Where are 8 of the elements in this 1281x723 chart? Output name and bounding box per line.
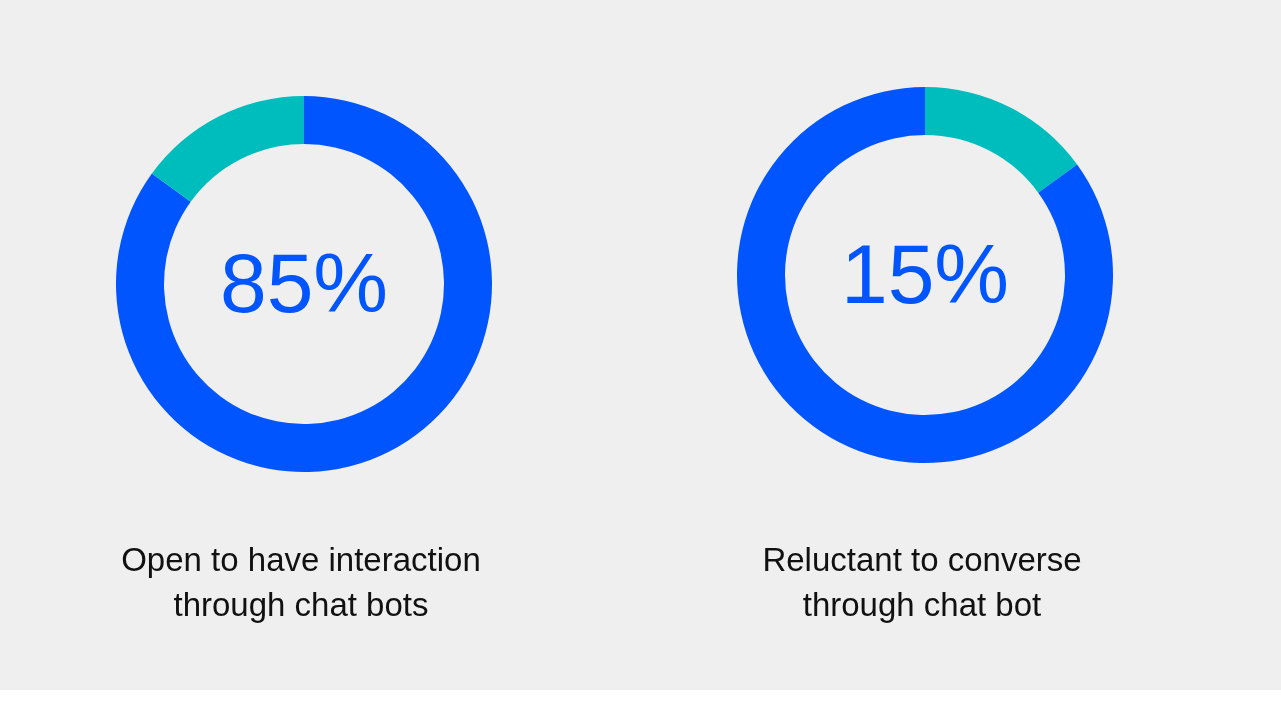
text: Open to have interaction through chat bots — [121, 541, 481, 623]
donut-slice — [151, 96, 304, 202]
donut-slice — [116, 96, 492, 472]
donut-slice — [737, 87, 1113, 463]
text: Reluctant to converse through chat bot — [762, 541, 1082, 623]
text: 15% — [840, 227, 1010, 321]
donut-slice — [925, 87, 1078, 193]
text: 85% — [219, 236, 389, 330]
